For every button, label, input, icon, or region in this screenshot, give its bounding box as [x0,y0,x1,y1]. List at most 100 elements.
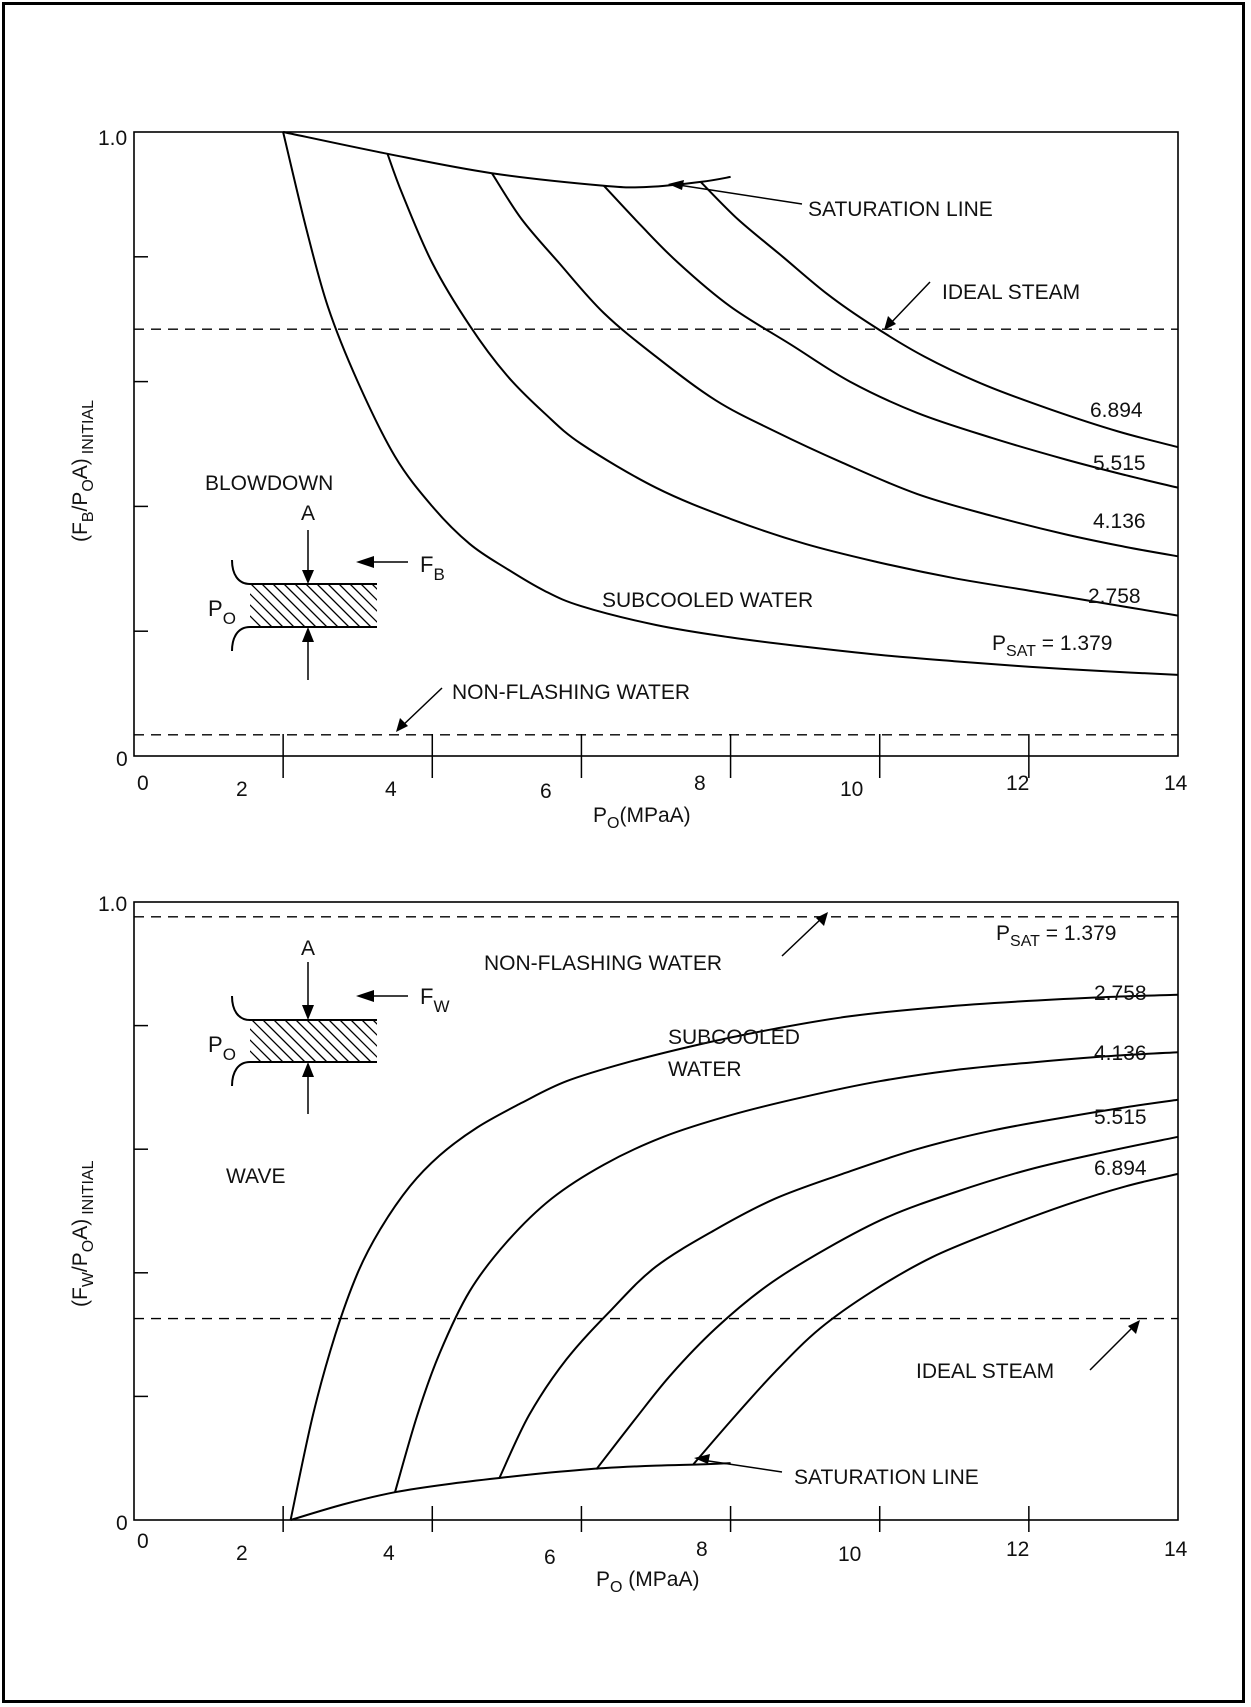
non-flashing-water-arrowhead [816,912,828,926]
x-tick-label: 6 [540,780,552,803]
saturation-line-label: SATURATION LINE [808,198,993,221]
hatch-line [261,584,306,627]
nozzle-inlet-top [231,559,251,585]
hatch-line [339,1020,377,1058]
ideal-steam-label: IDEAL STEAM [942,281,1080,304]
axis-ticks [134,1024,1030,1532]
reference-lines [134,916,1178,1320]
pressure-curves [282,131,1179,676]
hatch-line [372,1020,377,1025]
curve-label-psat: PSAT = 1.379 [992,632,1112,660]
fluid-hatching [250,584,459,627]
curve-label-psat: PSAT = 1.379 [996,922,1116,950]
saturation-line-arrowhead [694,1454,710,1464]
hatch-line [350,1020,377,1047]
series-line-2.758 [394,1051,1179,1493]
hatch-line [272,584,317,627]
hatch-line [371,584,377,590]
area-arrowhead-down [302,1005,314,1020]
saturation-line-curve [290,1462,731,1521]
x-tick-label: 0 [137,772,149,795]
force-label: FB [420,552,445,584]
saturation-line-curve [282,131,731,189]
x-tick-label: 10 [840,778,863,801]
hatch-line [416,584,459,627]
x-tick-label: 10 [838,1543,861,1566]
saturation-line-label: SATURATION LINE [794,1466,979,1489]
pressure-curves [289,993,1179,1521]
hatch-line [317,1020,361,1062]
series-line-5.515 [595,1135,1179,1470]
hatch-line [327,584,372,627]
saturation-line-pointer [671,183,803,205]
hatch-line [306,1020,350,1062]
hatch-line [294,584,339,627]
x-tick-labels: 0 2 4 6 8 10 12 14 [137,1530,1188,1569]
hatch-line [250,615,262,627]
curve-labels: PSAT = 1.379 2.758 4.136 5.515 6.894 [996,922,1147,1180]
hatch-line [250,593,284,627]
hatch-line [295,1020,339,1062]
subcooled-label-line1: SUBCOOLED [668,1026,800,1049]
ideal-steam-pointer [1089,1325,1135,1371]
y-tick-label-top: 1.0 [98,893,127,916]
x-tick-label: 12 [1006,1538,1029,1561]
hatch-line [262,1020,306,1062]
ideal-steam-arrowhead [884,316,896,330]
blowdown-label: BLOWDOWN [205,472,333,495]
x-tick-label: 2 [236,1542,248,1565]
ideal-steam-pointer [887,281,931,327]
curve-labels: 6.894 5.515 4.136 2.758 PSAT = 1.379 [992,399,1146,660]
hatch-line [250,1039,273,1062]
axis-ticks [134,256,1030,778]
curve-label: 6.894 [1094,1157,1147,1180]
hatch-line [305,584,350,627]
fluid-hatching [250,1020,448,1062]
area-arrowhead-down [302,570,314,584]
non-flashing-water-label: NON-FLASHING WATER [452,681,690,704]
hatch-line [383,584,426,627]
series-line-6.894 [699,181,1179,449]
curve-label: 2.758 [1088,585,1141,608]
non-flashing-water-label: NON-FLASHING WATER [484,952,722,975]
ideal-steam-label: IDEAL STEAM [916,1360,1054,1383]
wave-label: WAVE [226,1165,286,1188]
x-tick-label: 14 [1164,1538,1188,1561]
hatch-line [395,1020,437,1062]
x-tick-label: 4 [383,1542,395,1565]
curve-label: 4.136 [1094,1042,1147,1065]
area-label: A [301,502,315,525]
y-tick-label-top: 1.0 [98,127,127,150]
x-tick-label: 0 [137,1530,149,1553]
y-tick-label-zero: 0 [116,748,128,771]
hatch-line [405,584,448,627]
y-axis-title: (FW/POA)INITIAL [69,1160,97,1307]
x-axis-title: PO(MPaA) [593,804,691,832]
hatch-line [360,584,377,601]
series-line-5.515 [603,185,1179,489]
hatch-line [283,584,328,627]
hatch-line [406,1020,448,1062]
pressure-label: PO [208,596,236,628]
pressure-label: PO [208,1032,236,1064]
subcooled-water-label: SUBCOOLED WATER [602,589,813,612]
hatch-line [338,584,377,623]
non-flashing-water-pointer [399,687,443,729]
hatch-line [250,1050,262,1062]
hatch-line [250,604,273,627]
force-label: FW [420,984,450,1016]
x-tick-label: 4 [385,778,397,801]
hatch-line [250,584,295,627]
y-axis-title: (FB/POA)INITIAL [69,400,97,542]
area-label: A [301,937,315,960]
hatch-line [284,1020,328,1062]
series-line-4.136 [498,1098,1179,1479]
plot-area-border [133,131,1179,757]
x-tick-label: 2 [236,778,248,801]
hatch-line [251,1020,295,1062]
wave-chart: 1.0 0 0 2 4 6 8 10 12 14 PO (MPaA) (FW/P… [69,893,1188,1596]
hatch-line [394,584,437,627]
curve-label: 4.136 [1093,510,1146,533]
nozzle-inlet-top [231,995,251,1021]
